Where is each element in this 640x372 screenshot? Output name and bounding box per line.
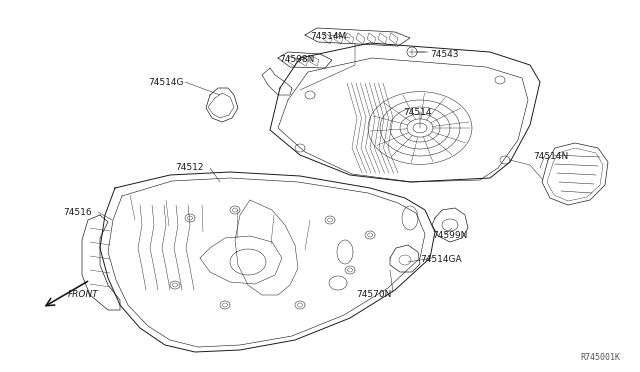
Text: R745001K: R745001K — [580, 353, 620, 362]
Text: 74599N: 74599N — [432, 231, 467, 240]
Text: 74514M: 74514M — [310, 32, 346, 41]
Text: FRONT: FRONT — [68, 290, 99, 299]
Text: 74598N: 74598N — [279, 55, 314, 64]
Text: 74514N: 74514N — [533, 152, 568, 161]
Text: 74512: 74512 — [175, 163, 204, 172]
Text: 74514: 74514 — [403, 108, 431, 117]
Text: 74514G: 74514G — [148, 78, 184, 87]
Text: 74516: 74516 — [63, 208, 92, 217]
Text: 74514GA: 74514GA — [420, 255, 461, 264]
Text: 74570N: 74570N — [356, 290, 392, 299]
Text: 74543: 74543 — [430, 50, 458, 59]
